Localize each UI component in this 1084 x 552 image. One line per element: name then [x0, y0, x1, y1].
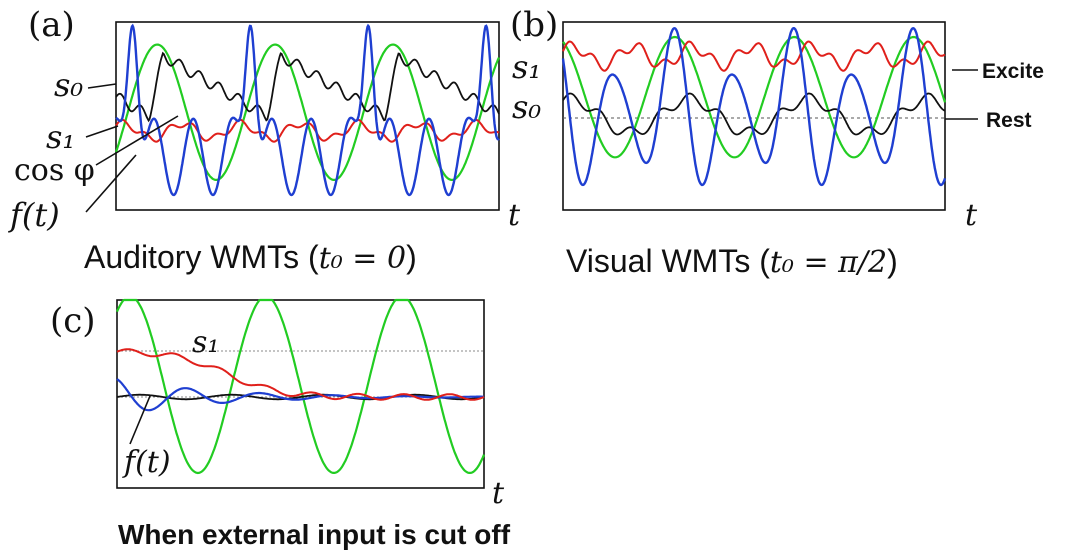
panel-c-series-s1: [116, 348, 485, 401]
panel-b-series-s1: [562, 40, 946, 72]
panel-a-series-f-t: [115, 23, 500, 197]
panel-c-label: (c): [50, 301, 96, 341]
panel-b-label-s1: s₁: [512, 48, 541, 86]
panel-b: (b) s₁ s₀ Excite Rest t Visual WMTs (t₀ …: [510, 5, 1044, 280]
panel-a-caption: Auditory WMTs (t₀ = 0): [84, 239, 417, 276]
panel-b-label: (b): [510, 5, 558, 45]
panel-a-label: (a): [28, 5, 75, 45]
panel-b-rest-label: Rest: [986, 109, 1032, 132]
panel-c-label-s1: s₁: [192, 325, 219, 360]
panel-a: (a) s₀ s₁ cos φ f(t) t Auditory WMTs (t₀…: [8, 5, 521, 276]
panel-b-curves: [561, 26, 947, 187]
panel-b-frame: [562, 21, 946, 211]
panel-c-caption: When external input is cut off: [118, 519, 511, 550]
panel-b-x-label: t: [965, 198, 978, 233]
panel-c-curves: [115, 298, 486, 475]
panel-c-x-label: t: [492, 476, 505, 511]
panel-c-series-cos-phi: [115, 298, 486, 475]
panel-a-series-s0: [115, 51, 500, 123]
panel-a-leader-s1: [85, 125, 119, 138]
panel-c-series-s0: [116, 393, 485, 401]
panel-a-leader-f: [85, 154, 137, 213]
panel-a-label-s1: s₁: [46, 118, 75, 156]
panel-a-label-s0: s₀: [54, 66, 83, 104]
panel-a-leader-s0: [87, 83, 117, 89]
panel-b-series-f-t: [561, 26, 947, 187]
panel-a-x-label: t: [508, 198, 521, 233]
panel-b-excite-label: Excite: [982, 60, 1044, 83]
panel-b-caption: Visual WMTs (t₀ = π/2): [566, 243, 898, 280]
panel-c-leader-f: [129, 395, 151, 445]
panel-c-frame: [116, 299, 485, 489]
panel-a-frame: [115, 21, 500, 211]
panel-c: (c) s₁ f(t) t When external input is cut…: [50, 298, 511, 550]
panel-b-series-cos-phi: [562, 35, 947, 159]
panel-b-series-s0: [562, 92, 946, 136]
panel-c-label-f-t: f(t): [122, 445, 171, 480]
panel-a-label-cos-phi: cos φ: [14, 153, 95, 188]
panel-a-label-f-t: f(t): [8, 196, 60, 234]
panel-b-label-s0: s₀: [512, 88, 541, 126]
panel-c-series-f-t: [116, 378, 484, 412]
panel-a-leader-cos: [95, 115, 179, 166]
panel-a-curves: [114, 23, 500, 197]
